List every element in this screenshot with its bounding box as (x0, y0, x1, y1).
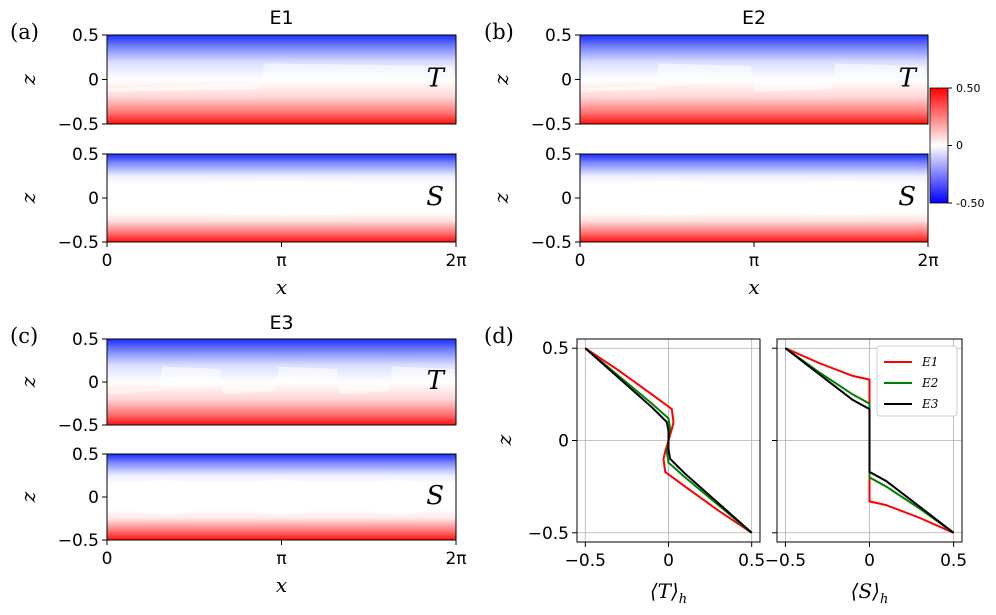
profile-ztick-1: 0 (558, 432, 569, 452)
xtick-a-0: 0 (102, 251, 113, 271)
field-T-a: T 0.5 0 −0.5 z (16, 26, 457, 135)
profile-xtick-0-1: 0 (663, 551, 674, 571)
zlabel-c-S: z (16, 491, 40, 503)
legend-label-E2: E2 (921, 376, 938, 390)
zlabel-a-S: z (16, 192, 40, 204)
ztick-c-T-1: 0 (88, 373, 99, 393)
profile-xtick-1-2: 0.5 (940, 551, 967, 571)
field-label-T-b: T (899, 64, 918, 94)
panel-label-a: (a) (10, 20, 39, 44)
profile-xtick-1-0: −0.5 (765, 551, 806, 571)
zlabel-b-T: z (489, 74, 513, 86)
ztick-a-T-1: 0 (88, 71, 99, 91)
series-E3-1 (784, 347, 955, 534)
panel-label-c: (c) (10, 324, 38, 348)
xtick-b-2: 2π (917, 251, 938, 271)
cell-b-0 (593, 180, 741, 216)
profile-subplot-1: −0.5 0 0.5 ⟨S⟩h (765, 338, 967, 607)
ztick-c-T-2: −0.5 (58, 416, 99, 436)
panel-title-b: E2 (742, 7, 766, 29)
cell-c-0 (116, 479, 215, 515)
legend-label-E3: E3 (921, 397, 939, 411)
ztick-b-T-0: 0.5 (545, 26, 572, 46)
colorbar-min-label: -0.50 (956, 197, 984, 210)
profile-subplot-0: −0.5 0 0.5 0.5 0 −0.5 ⟨T⟩h (528, 338, 765, 607)
field-S-b: S 0.5 0 −0.5 z (489, 145, 929, 253)
heatmap-T-b (580, 35, 928, 124)
ztick-b-S-0: 0.5 (545, 145, 572, 165)
panel-label-b: (b) (484, 20, 514, 44)
xlabel-c: x (276, 573, 287, 597)
profile-panels: (d) −0.5 0 0.5 0.5 0 −0.5 ⟨T⟩h −0.5 0 0.5 ⟨S⟩h z E1 E2… (484, 324, 967, 607)
xtick-b-1: π (749, 251, 759, 271)
field-label-S-b: S (898, 182, 916, 212)
cell-a-0 (134, 180, 429, 216)
field-S-c: S 0.5 0 −0.5 z (16, 445, 457, 551)
xlabel-b: x (748, 275, 759, 299)
ztick-c-S-2: −0.5 (58, 531, 99, 551)
ztick-a-T-2: −0.5 (58, 115, 99, 135)
profile-ztick-0: 0.5 (542, 339, 569, 359)
plume-c (107, 366, 456, 394)
plume-a (107, 63, 456, 92)
field-T-b: T 0.5 0 −0.5 z (489, 26, 929, 135)
colorbar-mid-label: 0 (956, 139, 963, 152)
colorbar-max-label: 0.50 (956, 82, 981, 95)
field-label-S-c: S (426, 481, 444, 511)
ztick-b-S-2: −0.5 (531, 233, 572, 253)
ztick-a-S-1: 0 (88, 189, 99, 209)
xtick-c-2: 2π (445, 549, 466, 569)
profile-xlabel-sub-1: h (880, 592, 888, 607)
ztick-a-S-2: −0.5 (58, 233, 99, 253)
profile-ztick-2: −0.5 (528, 524, 569, 544)
field-T-c: T 0.5 0 −0.5 z (16, 330, 457, 436)
xtick-a-2: 2π (445, 251, 466, 271)
field-S-a: S 0.5 0 −0.5 z (16, 145, 457, 253)
field-label-T-c: T (427, 366, 446, 396)
ztick-a-T-0: 0.5 (72, 26, 99, 46)
profile-xtick-0-0: −0.5 (565, 551, 606, 571)
profile-xtick-1-1: 0 (864, 551, 875, 571)
panel-title-c: E3 (269, 312, 293, 334)
xlabel-a: x (276, 275, 287, 299)
xtick-c-0: 0 (102, 549, 113, 569)
profile-legend: E1 E2 E3 (876, 345, 958, 417)
cell-c-2 (348, 479, 447, 515)
zlabel-b-S: z (489, 192, 513, 204)
field-label-S-a: S (426, 182, 444, 212)
xtick-a-1: π (276, 251, 286, 271)
ztick-b-T-2: −0.5 (531, 115, 572, 135)
panel-title-a: E1 (269, 7, 293, 29)
ztick-c-T-0: 0.5 (72, 330, 99, 350)
field-label-T-a: T (427, 64, 446, 94)
ztick-b-S-1: 0 (561, 189, 572, 209)
legend-label-E1: E1 (921, 355, 938, 369)
profile-xlabel-1: ⟨S⟩h (851, 579, 889, 607)
panel-label-d: (d) (484, 324, 514, 348)
series-E3-0 (584, 347, 753, 534)
colorbar: 0.50 0 -0.50 (929, 82, 984, 210)
profile-zlabel: z (492, 434, 516, 446)
profile-xlabel-0: ⟨T⟩h (650, 579, 687, 607)
cell-c-1 (232, 479, 331, 515)
ztick-c-S-0: 0.5 (72, 445, 99, 465)
colorbar-bar (929, 87, 949, 204)
ztick-c-S-1: 0 (88, 488, 99, 508)
xtick-b-0: 0 (575, 251, 586, 271)
ztick-b-T-1: 0 (561, 71, 572, 91)
profile-xtick-0-2: 0.5 (738, 551, 765, 571)
xtick-c-1: π (276, 549, 286, 569)
cell-b-1 (767, 180, 915, 216)
plume-b (580, 63, 928, 92)
profile-xlabel-sub-0: h (679, 592, 687, 607)
zlabel-c-T: z (16, 376, 40, 388)
zlabel-a-T: z (16, 74, 40, 86)
ztick-a-S-0: 0.5 (72, 145, 99, 165)
